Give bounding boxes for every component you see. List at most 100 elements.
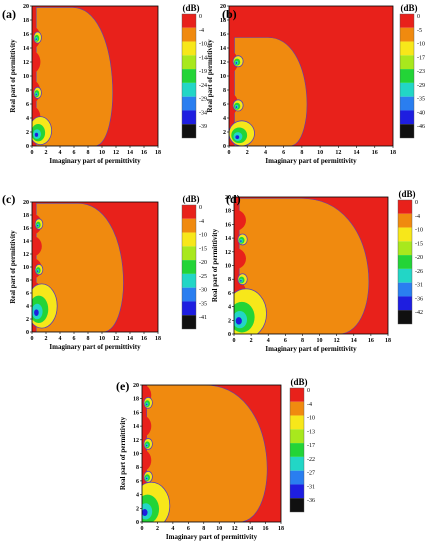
x-axis-label: Imaginary part of permittivity (49, 343, 141, 351)
y-tick-label: 4 (223, 116, 226, 122)
x-tick-label: 12 (232, 526, 238, 532)
colorbar-tick-label: -10 (199, 233, 207, 239)
x-tick-label: 18 (390, 150, 396, 156)
y-tick-label: 16 (23, 32, 29, 38)
y-tick-label: 6 (228, 291, 231, 297)
y-tick-label: 2 (26, 317, 29, 323)
y-tick-label: 0 (223, 144, 226, 150)
dip-core (146, 403, 148, 406)
colorbar-swatch (182, 82, 196, 97)
y-tick-label: 12 (23, 252, 29, 258)
colorbar-swatch (182, 287, 196, 302)
y-tick-label: 2 (26, 130, 29, 136)
colorbar-tick-label: -46 (417, 124, 425, 130)
colorbar-swatch (182, 14, 196, 28)
x-tick-label: 16 (141, 336, 147, 342)
colorbar-swatch (400, 124, 414, 138)
colorbar-swatch (182, 96, 196, 111)
y-tick-label: 8 (223, 88, 226, 94)
y-tick-label: 12 (133, 438, 139, 444)
y-tick-label: 16 (23, 226, 29, 232)
panel-e: 0 2 4 6 8 10 12 14 16 18 0 2 4 6 8 10 12 14 16 18 20 Imaginar… (116, 377, 315, 541)
dip-core (37, 270, 39, 272)
colorbar-tick-label: -4 (199, 28, 204, 34)
colorbar-frame (289, 387, 305, 513)
colorbar-tick-label: 0 (415, 200, 418, 206)
y-tick-label: 12 (225, 250, 231, 256)
colorbar-swatch (290, 415, 304, 430)
x-tick-label: 16 (263, 526, 269, 532)
panel-d: 0 2 4 6 8 10 12 14 16 18 0 2 4 6 8 10 12 14 16 18 20 Imaginar… (211, 189, 423, 353)
dip-core (34, 309, 39, 316)
colorbar-tick-label: -10 (199, 42, 207, 48)
dip-core (240, 240, 242, 242)
colorbar-swatch (398, 200, 412, 214)
x-tick-label: 0 (31, 150, 34, 156)
colorbar-swatch (182, 124, 196, 138)
y-tick-label: 18 (225, 209, 231, 215)
colorbar-swatch (290, 456, 304, 471)
y-tick-label: 20 (225, 195, 231, 201)
colorbar-swatch (182, 246, 196, 261)
colorbar-swatch (398, 268, 412, 283)
x-axis-label: Imaginary part of permittivity (265, 345, 357, 353)
x-tick-label: 2 (250, 338, 253, 344)
panel-c: 0 2 4 6 8 10 12 14 16 18 0 2 4 6 8 10 12 14 16 18 20 Imaginar… (2, 192, 207, 351)
colorbar-tick-label: -20 (199, 260, 207, 266)
colorbar-tick-label: -35 (417, 97, 425, 103)
x-tick-label: 14 (127, 336, 133, 342)
x-tick-label: 6 (187, 526, 190, 532)
colorbar-swatch (182, 315, 196, 329)
colorbar-tick-label: -30 (199, 288, 207, 294)
x-tick-label: 0 (31, 336, 34, 342)
x-tick-label: 8 (87, 150, 90, 156)
region-red-lobe (234, 247, 246, 270)
colorbar-tick-label: -4 (307, 402, 312, 408)
x-tick-label: 6 (73, 336, 76, 342)
x-tick-label: 18 (278, 526, 284, 532)
y-axis-label: Real part of permittivity (9, 230, 17, 304)
colorbar-tick-label: -36 (415, 296, 423, 302)
colorbar-tick-label: -17 (417, 55, 425, 61)
colorbar-swatch (400, 110, 414, 125)
colorbar-swatch (398, 241, 412, 256)
colorbar-tick-label: -29 (417, 83, 425, 89)
y-tick-label: 10 (220, 74, 226, 80)
x-tick-label: 4 (171, 526, 174, 532)
y-tick-label: 0 (136, 520, 139, 526)
colorbar-tick-label: -42 (415, 310, 423, 316)
colorbar-swatch (182, 301, 196, 316)
x-tick-label: 6 (73, 150, 76, 156)
y-tick-label: 12 (220, 60, 226, 66)
colorbar-tick-label: -27 (307, 471, 315, 477)
colorbar-swatch (398, 310, 412, 324)
colorbar-swatch (182, 55, 196, 70)
y-tick-label: 20 (23, 200, 29, 206)
y-tick-label: 18 (23, 18, 29, 24)
colorbar: (dB)0 -4 -10 -13 -17 -22 -27 -31 -36 (289, 377, 315, 513)
y-tick-label: 14 (225, 236, 231, 242)
colorbar-swatch (290, 429, 304, 444)
colorbar: (dB)0 -4 -10 -14 -19 -24 -29 -34 -39 (181, 3, 207, 139)
x-tick-label: 10 (317, 150, 323, 156)
x-tick-label: 2 (45, 336, 48, 342)
colorbar-frame (181, 13, 197, 139)
region-red-lobe (142, 449, 152, 472)
region-red-lobe (32, 235, 42, 257)
x-tick-label: 10 (317, 338, 323, 344)
y-tick-label: 6 (223, 102, 226, 108)
region-orange (146, 385, 268, 522)
colorbar-swatch (400, 41, 414, 56)
colorbar-tick-label: -22 (307, 457, 315, 463)
y-tick-label: 16 (133, 410, 139, 416)
colorbar-tick-label: 0 (307, 388, 310, 394)
y-tick-label: 18 (220, 18, 226, 24)
x-tick-label: 4 (267, 338, 270, 344)
y-tick-label: 10 (23, 265, 29, 271)
colorbar-swatch (400, 14, 414, 28)
colorbar-tick-label: -10 (415, 228, 423, 234)
colorbar-tick-label: -25 (199, 274, 207, 280)
colorbar-tick-label: -10 (307, 416, 315, 422)
y-tick-label: 2 (223, 130, 226, 136)
